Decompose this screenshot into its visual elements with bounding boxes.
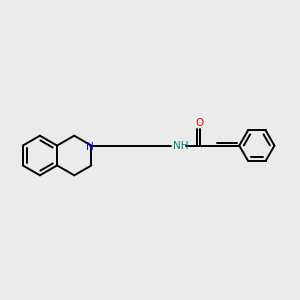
Text: N: N: [86, 142, 94, 152]
Text: O: O: [195, 118, 203, 128]
Text: NH: NH: [173, 141, 188, 151]
